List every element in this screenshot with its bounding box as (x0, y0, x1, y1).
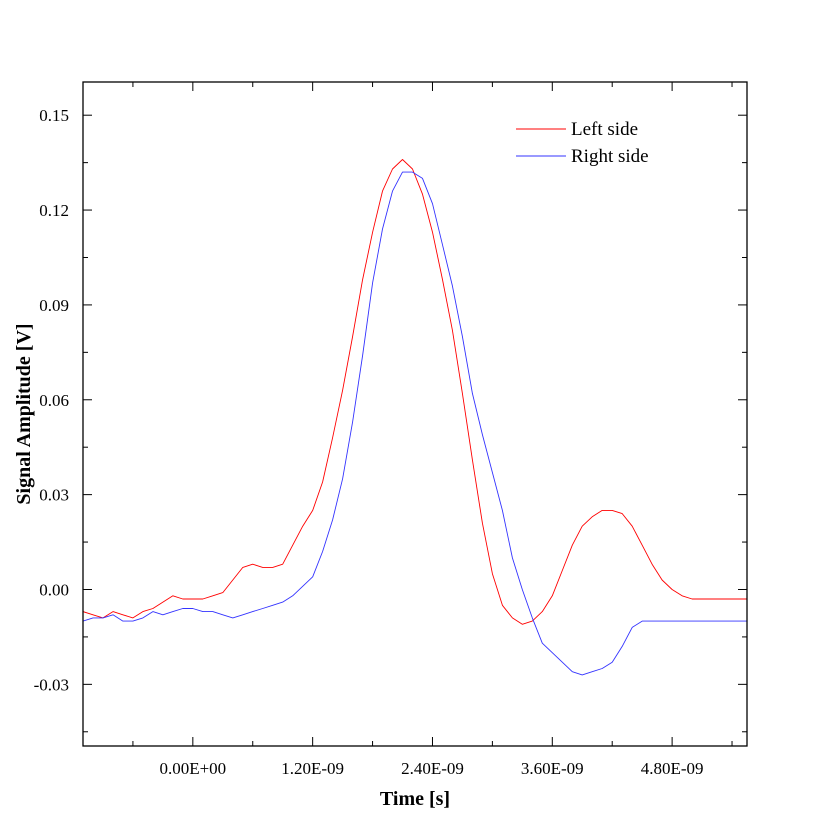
plot-area (83, 159, 747, 676)
x-tick-label: 3.60E-09 (521, 759, 584, 778)
x-tick-label: 2.40E-09 (401, 759, 464, 778)
x-tick-label: 1.20E-09 (281, 759, 344, 778)
y-tick-label: 0.03 (39, 486, 69, 505)
y-tick-label: 0.12 (39, 201, 69, 220)
series-line-left-side (83, 159, 747, 625)
x-tick-label: 0.00E+00 (159, 759, 226, 778)
y-tick-label: -0.03 (34, 675, 69, 694)
axis-ticks (83, 82, 747, 746)
y-tick-label: 0.00 (39, 580, 69, 599)
y-tick-label: 0.09 (39, 296, 69, 315)
axis-tick-labels: 0.00E+00 1.20E-09 2.40E-09 3.60E-09 4.80E-09… (34, 106, 704, 778)
series-line-right-side (83, 171, 747, 676)
plot-frame (82, 81, 748, 747)
y-tick-label: 0.06 (39, 391, 69, 410)
x-axis-title: Time [s] (380, 788, 450, 810)
y-tick-label: 0.15 (39, 106, 69, 125)
y-axis-title: Signal Amplitude [V] (13, 323, 35, 504)
legend-label: Right side (571, 146, 649, 167)
legend-label: Left side (571, 119, 638, 140)
x-tick-label: 4.80E-09 (641, 759, 704, 778)
legend: Left side Right side (516, 119, 649, 167)
